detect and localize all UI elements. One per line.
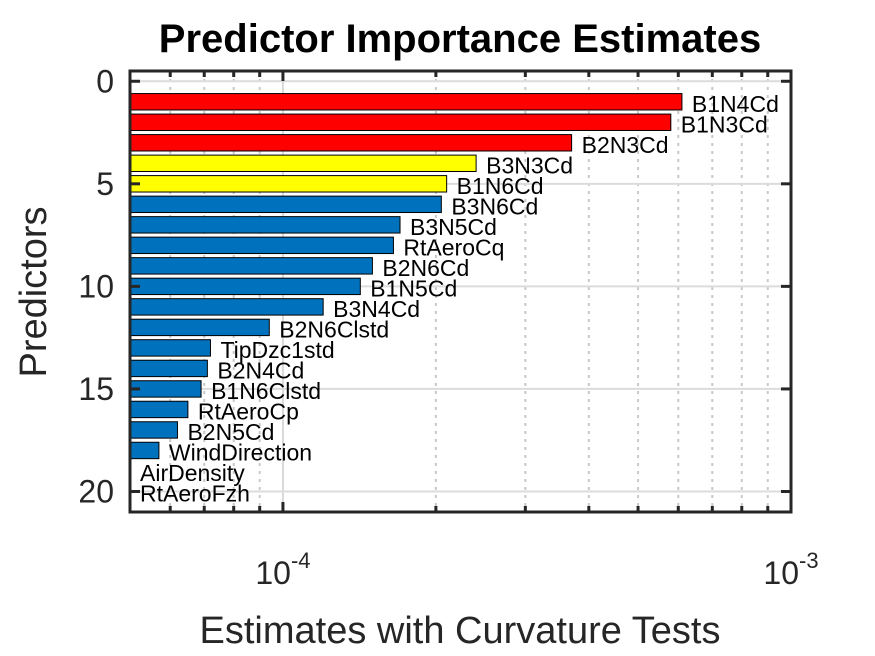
bar-b2n5cd (129, 421, 178, 439)
bar-tipdzc1std (129, 339, 211, 357)
axes-frame (128, 69, 793, 514)
bar-label: AirDensity (140, 460, 245, 486)
bar-label: B2N4Cd (217, 357, 304, 383)
bar-b1n5cd (129, 277, 361, 296)
bar-label: B3N6Cd (451, 193, 538, 219)
bar-label: B2N5Cd (187, 419, 274, 445)
chart-title: Predictor Importance Estimates (159, 17, 761, 61)
y-tick-label: 5 (96, 166, 114, 202)
bar-label: RtAeroCq (403, 234, 504, 260)
x-axis-label: Estimates with Curvature Tests (200, 610, 721, 652)
bar-b3n3cd (129, 154, 477, 173)
bar-winddirection (129, 441, 160, 460)
x-ticks: 10-4 10-3 (128, 71, 819, 591)
y-ticks: 0 5 10 15 20 (78, 63, 791, 509)
bar-label: B1N6Clstd (211, 378, 321, 404)
bar-label: B2N6Clstd (279, 316, 389, 342)
y-axis-label: Predictors (13, 206, 55, 377)
bar-b2n3cd (129, 134, 573, 152)
bar-label: B3N4Cd (333, 296, 420, 322)
bar-b1n6clstd (129, 380, 202, 398)
bar-label: B3N5Cd (410, 214, 497, 240)
bar-label: B3N3Cd (486, 152, 573, 178)
y-tick-label: 20 (78, 473, 114, 509)
bar-b1n6cd (129, 175, 448, 193)
bar-label: WindDirection (169, 439, 312, 465)
bar-b2n4cd (129, 359, 208, 378)
bar-label: B1N3Cd (681, 111, 768, 137)
bar-b2n6clstd (129, 318, 270, 337)
bar-label: RtAeroFzh (140, 480, 250, 506)
bar-label: TipDzc1std (220, 337, 334, 363)
y-tick-label: 10 (78, 268, 114, 304)
y-tick-label: 15 (78, 371, 114, 407)
bar-rtaerocq (129, 236, 394, 255)
bar-b1n3cd (129, 113, 672, 131)
bar-label: B2N6Cd (382, 255, 469, 281)
bar-b3n5cd (129, 216, 401, 234)
bar-b3n4cd (129, 298, 324, 316)
bar-label: RtAeroCp (198, 398, 299, 424)
bars-group (129, 93, 683, 460)
y-tick-label: 0 (96, 63, 114, 99)
bar-label: B1N6Cd (457, 173, 544, 199)
bar-b2n6cd (129, 257, 373, 275)
bar-label: B2N3Cd (582, 132, 669, 158)
bar-b1n4cd (129, 93, 683, 111)
bar-label: B1N5Cd (370, 275, 457, 301)
x-tick-label: 10-4 (255, 548, 310, 591)
bar-label: B1N4Cd (692, 91, 779, 117)
x-tick-label: 10-3 (763, 548, 818, 591)
bar-b3n6cd (129, 195, 442, 214)
bar-rtaerocp (129, 400, 189, 419)
plot-frame (128, 69, 793, 514)
